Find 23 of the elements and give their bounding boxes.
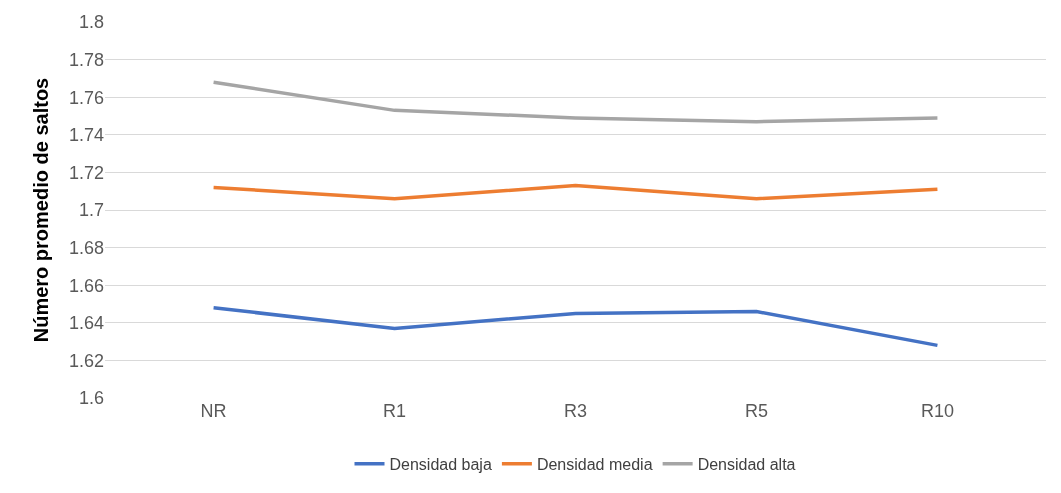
- x-tick-label: NR: [200, 401, 227, 421]
- y-tick-label: 1.62: [68, 350, 104, 371]
- y-tick-label: 1.6: [78, 388, 104, 409]
- line-series: [211, 306, 940, 348]
- legend-label: Densidad media: [536, 456, 653, 474]
- y-tick-label: 1.66: [68, 275, 104, 296]
- y-tick-label: 1.76: [68, 87, 104, 108]
- x-tick-label: R10: [920, 401, 954, 421]
- x-tick-label: R3: [563, 401, 588, 421]
- y-axis-title: Número promedio de saltos: [30, 77, 53, 343]
- legend-label: Densidad alta: [697, 456, 796, 474]
- legend-label: Densidad baja: [389, 456, 492, 474]
- line-series: [211, 183, 940, 201]
- y-tick-label: 1.78: [68, 49, 104, 70]
- x-tick-label: R5: [744, 401, 768, 421]
- y-tick-label: 1.64: [68, 313, 104, 334]
- y-tick-label: 1.68: [68, 237, 104, 258]
- y-tick-label: 1.7: [78, 200, 104, 221]
- line-series: [211, 80, 940, 124]
- y-tick-label: 1.74: [68, 125, 104, 146]
- x-tick-label: R1: [383, 401, 407, 421]
- y-tick-label: 1.72: [68, 162, 104, 183]
- y-tick-label: 1.8: [78, 12, 104, 33]
